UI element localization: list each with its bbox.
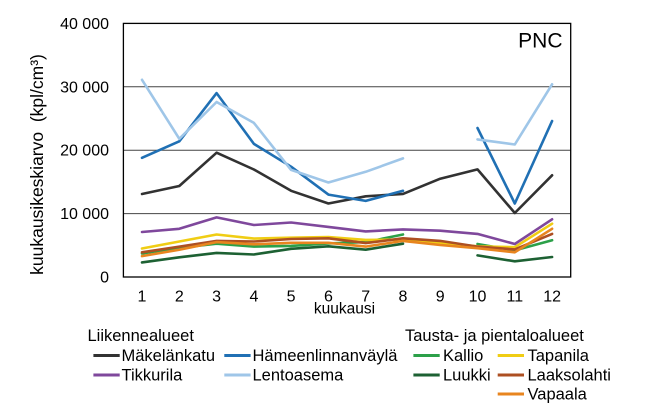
svg-text:9: 9	[436, 288, 445, 305]
svg-text:Mäkelänkatu: Mäkelänkatu	[122, 347, 216, 365]
svg-text:PNC: PNC	[518, 30, 562, 53]
svg-text:7: 7	[361, 288, 370, 305]
svg-text:6: 6	[324, 288, 333, 305]
svg-text:5: 5	[287, 288, 296, 305]
svg-text:kuukausi: kuukausi	[314, 301, 375, 318]
svg-text:kuukausikeskiarvo (kpl/cm³): kuukausikeskiarvo (kpl/cm³)	[27, 54, 47, 275]
svg-text:Luukki: Luukki	[443, 367, 491, 385]
svg-text:8: 8	[399, 288, 408, 305]
svg-text:Lentoasema: Lentoasema	[253, 367, 345, 385]
svg-text:1: 1	[138, 288, 147, 305]
svg-text:Vapaala: Vapaala	[528, 386, 588, 404]
svg-text:Tikkurila: Tikkurila	[122, 367, 184, 385]
svg-text:Tapanila: Tapanila	[528, 347, 590, 365]
svg-text:11: 11	[506, 288, 523, 305]
svg-text:0: 0	[100, 270, 109, 287]
svg-text:20 000: 20 000	[60, 143, 109, 160]
svg-text:2: 2	[175, 288, 184, 305]
svg-text:Kallio: Kallio	[443, 347, 483, 365]
svg-text:12: 12	[543, 288, 561, 305]
svg-text:3: 3	[212, 288, 221, 305]
svg-text:10 000: 10 000	[60, 206, 109, 223]
svg-text:4: 4	[249, 288, 258, 305]
svg-text:Liikennealueet: Liikennealueet	[88, 327, 195, 345]
svg-text:Hämeenlinnanväylä: Hämeenlinnanväylä	[253, 347, 399, 365]
svg-text:40 000: 40 000	[60, 16, 109, 33]
svg-text:Tausta- ja pientaloalueet: Tausta- ja pientaloalueet	[405, 327, 584, 345]
svg-text:10: 10	[469, 288, 487, 305]
svg-text:Laaksolahti: Laaksolahti	[528, 367, 611, 385]
svg-text:30 000: 30 000	[60, 79, 109, 96]
